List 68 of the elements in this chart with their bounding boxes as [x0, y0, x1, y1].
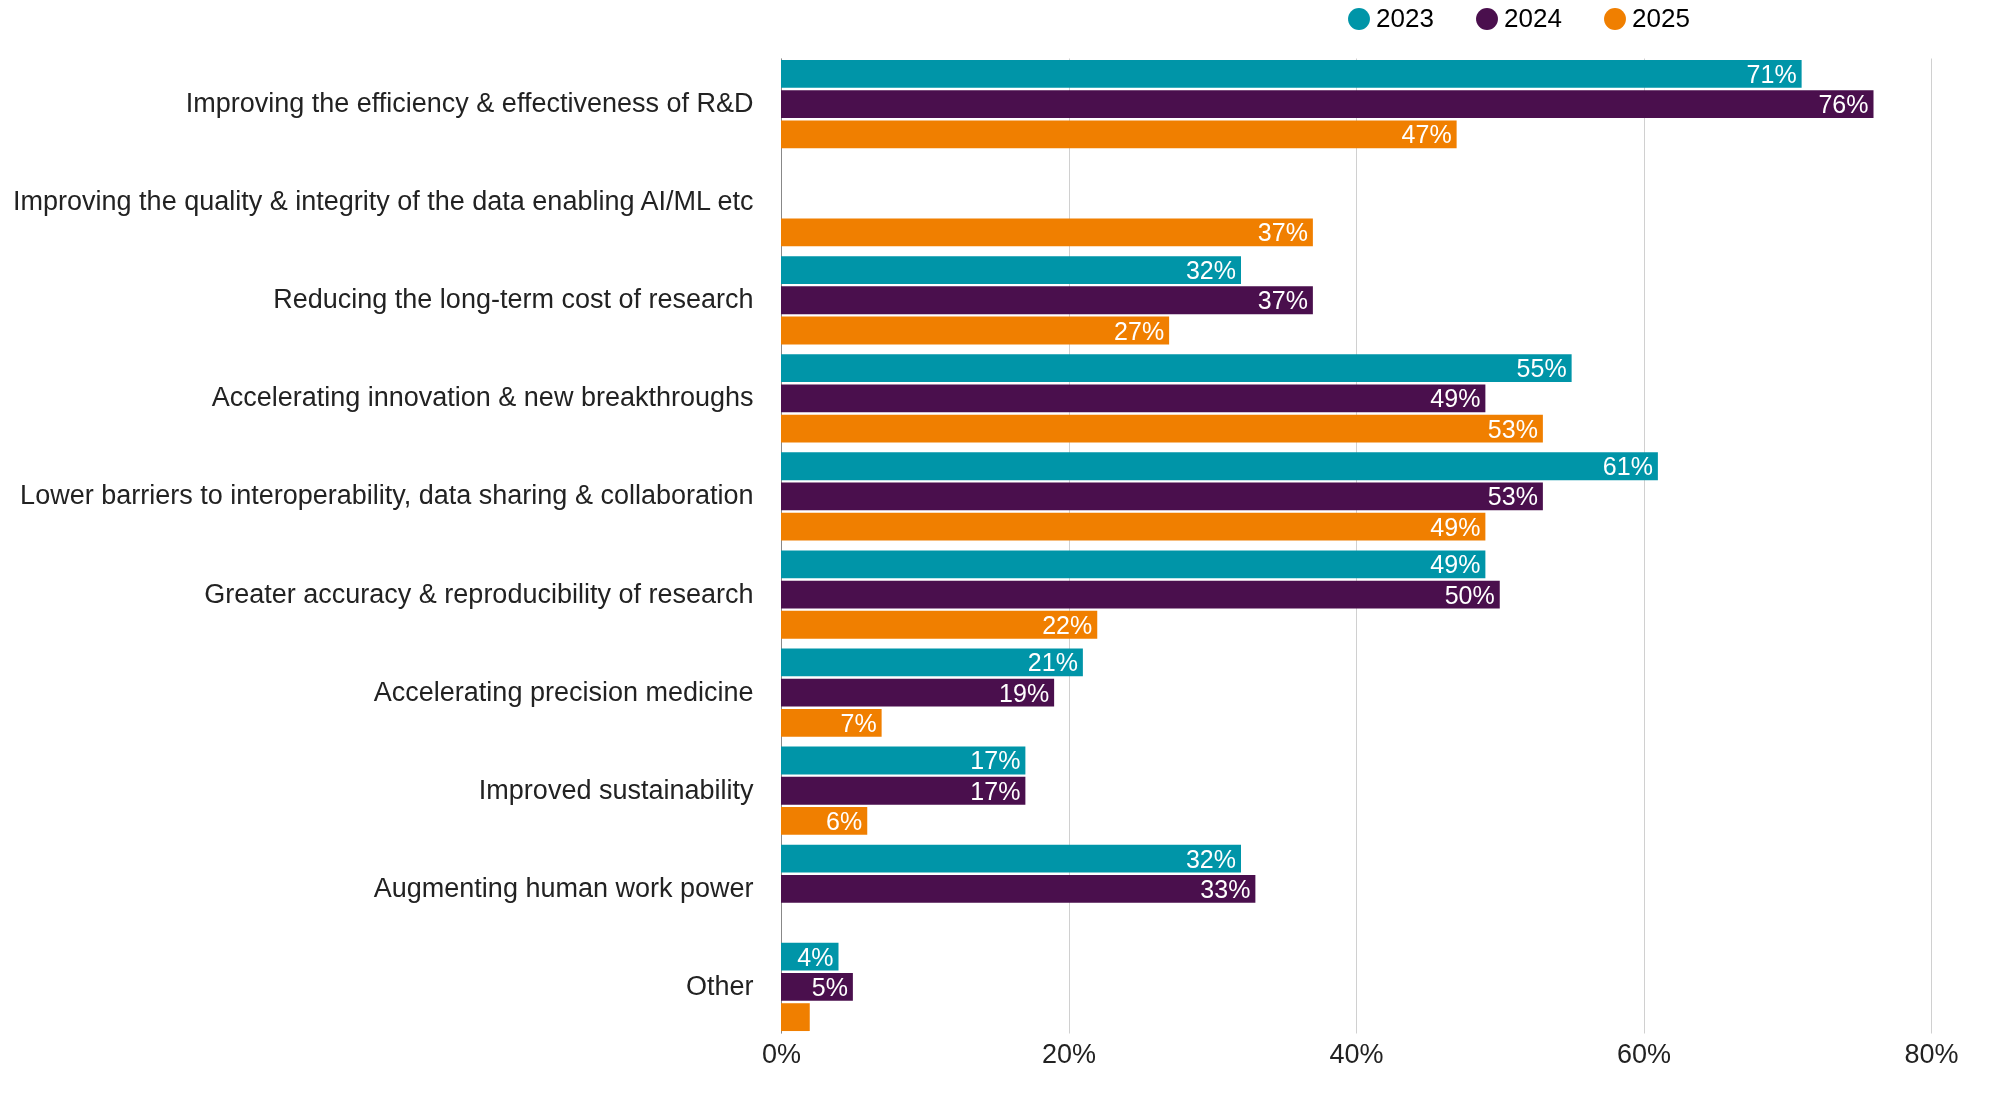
data-label: 53%: [1487, 482, 1538, 511]
bar: [781, 90, 1874, 119]
x-tick-label: 40%: [1329, 1038, 1384, 1069]
bar: [781, 844, 1241, 873]
bar: [781, 286, 1313, 315]
data-label: 27%: [1114, 316, 1165, 345]
bar: [781, 414, 1543, 443]
data-label: 7%: [840, 708, 877, 737]
x-tick-label: 60%: [1616, 1038, 1672, 1069]
y-tick-label: Improving the quality & integrity of the data enabling AI/ML etc: [13, 186, 754, 217]
y-tick-label: Other: [685, 970, 754, 1001]
data-label: 61%: [1602, 452, 1653, 481]
legend-label: 2025: [1632, 3, 1690, 33]
bar: [781, 580, 1500, 609]
data-label: 55%: [1516, 354, 1567, 383]
bar: [781, 512, 1486, 541]
y-tick-label: Lower barriers to interoperability, data sharing & collaboration: [20, 480, 754, 511]
bar: [781, 256, 1241, 284]
data-label: 19%: [999, 678, 1050, 707]
data-label: 49%: [1430, 512, 1481, 541]
bar: [781, 316, 1170, 345]
x-tick-label: 80%: [1904, 1038, 1959, 1069]
x-tick-label: 0%: [761, 1038, 802, 1069]
data-label: 49%: [1430, 384, 1481, 413]
data-label: 37%: [1257, 286, 1308, 315]
bar: [781, 648, 1083, 677]
data-label: 53%: [1487, 414, 1538, 443]
bar: [781, 452, 1658, 481]
data-label: 33%: [1200, 874, 1251, 903]
bar: [781, 678, 1055, 707]
data-label: 6%: [826, 806, 863, 835]
bar: [781, 59, 1802, 88]
y-tick-label: Reducing the long-term cost of research: [273, 284, 754, 315]
data-label: 49%: [1430, 550, 1481, 579]
bar: [781, 1003, 810, 1032]
legend-label: 2024: [1504, 3, 1562, 33]
legend-label: 2023: [1376, 3, 1434, 33]
data-label: 32%: [1185, 844, 1236, 873]
data-label: 32%: [1185, 256, 1236, 285]
bar: [781, 776, 1026, 805]
bar: [781, 874, 1256, 903]
data-label: 5%: [811, 972, 848, 1001]
y-tick-label: Improving the efficiency & effectiveness of R&D: [185, 88, 754, 119]
y-tick-label: Accelerating precision medicine: [373, 676, 754, 707]
data-label: 37%: [1257, 218, 1308, 247]
data-label: 21%: [1027, 648, 1078, 677]
y-tick-label: Improved sustainability: [478, 774, 754, 805]
bar: [781, 746, 1026, 775]
bar: [781, 120, 1457, 149]
data-label: 47%: [1401, 120, 1452, 149]
data-label: 22%: [1042, 610, 1093, 639]
data-label: 76%: [1818, 90, 1869, 119]
data-label: 4%: [797, 942, 834, 971]
bar: [781, 354, 1572, 383]
data-label: 17%: [970, 746, 1021, 775]
bar: [781, 482, 1543, 511]
y-tick-label: Augmenting human work power: [373, 872, 754, 903]
data-label: 71%: [1746, 59, 1797, 88]
x-tick-label: 20%: [1041, 1038, 1097, 1069]
bar: [781, 550, 1486, 579]
y-tick-label: Greater accuracy & reproducibility of research: [204, 578, 754, 609]
bar: [781, 384, 1486, 413]
bar: [781, 610, 1098, 639]
data-label: 17%: [970, 776, 1021, 805]
y-tick-label: Accelerating innovation & new breakthroughs: [211, 382, 754, 413]
bar: [781, 708, 882, 737]
bar: [781, 218, 1313, 247]
data-label: 50%: [1444, 580, 1495, 609]
